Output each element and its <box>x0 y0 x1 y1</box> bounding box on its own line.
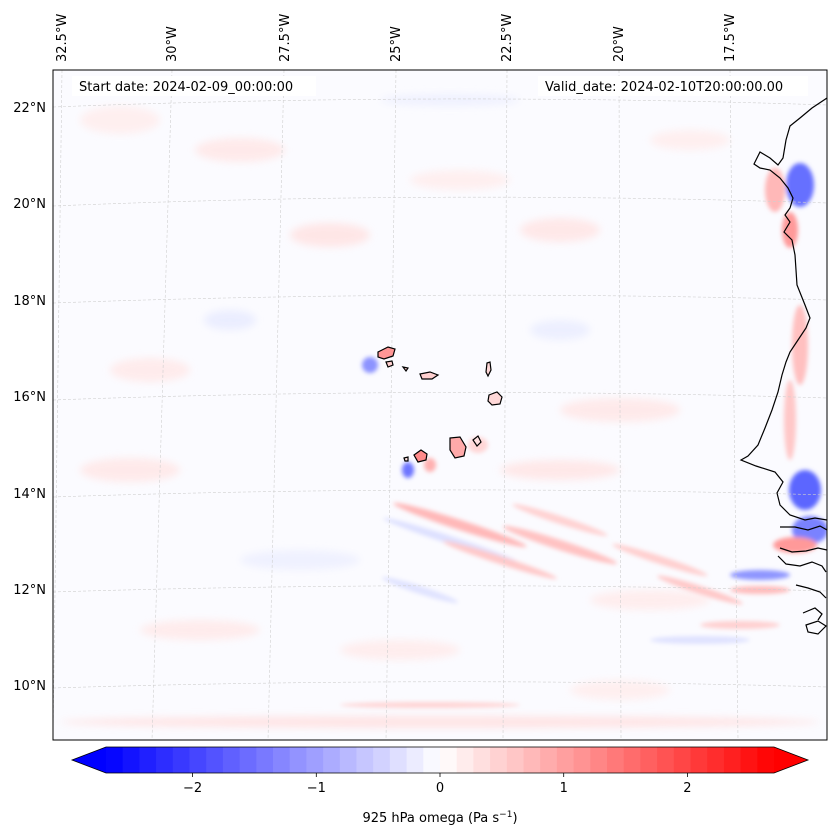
start-date-box <box>72 76 316 96</box>
lat-label: 22°N <box>13 101 46 116</box>
islands <box>377 346 503 463</box>
colorbar-cell <box>306 747 324 773</box>
colorbar-cell <box>456 747 474 773</box>
colorbar-cell <box>690 747 708 773</box>
colorbar-cell <box>523 747 541 773</box>
valid-date-box <box>538 76 808 96</box>
map-panel: Start date: 2024-02-09_00:00:00 Valid_da… <box>52 69 828 741</box>
colorbar-cell <box>707 747 725 773</box>
colorbar-cell <box>540 747 558 773</box>
colorbar-cell <box>757 747 775 773</box>
colorbar-label-close: ) <box>512 811 517 826</box>
lat-label: 12°N <box>13 583 46 598</box>
colorbar-cells <box>72 747 808 773</box>
lat-label: 14°N <box>13 487 46 502</box>
lat-label: 20°N <box>13 197 46 212</box>
colorbar-cell <box>607 747 625 773</box>
colorbar-tick-label: −1 <box>307 781 326 796</box>
colorbar-cell <box>206 747 224 773</box>
lon-label: 27.5°W <box>278 14 293 62</box>
colorbar-cell <box>406 747 424 773</box>
colorbar-tick-label: 1 <box>560 781 568 796</box>
colorbar: −2 −1 0 1 2 925 hPa omega (Pa s−1) <box>70 746 810 826</box>
colorbar-cell <box>339 747 358 773</box>
colorbar-extend-max <box>774 747 808 773</box>
lat-label: 10°N <box>13 679 46 694</box>
colorbar-cell <box>623 747 641 773</box>
colorbar-cell <box>573 747 591 773</box>
colorbar-cell <box>239 747 257 773</box>
colorbar-cell <box>122 747 140 773</box>
lon-label: 20°W <box>612 26 627 62</box>
colorbar-cell <box>490 747 508 773</box>
colorbar-cell <box>657 747 675 773</box>
colorbar-tick-label: −2 <box>183 781 202 796</box>
colorbar-extend-min <box>72 747 106 773</box>
colorbar-cell <box>222 747 241 773</box>
colorbar-cell <box>156 747 174 773</box>
lon-label: 25°W <box>389 26 404 62</box>
valid-date-label: Valid_date: 2024-02-10T20:00:00.00 <box>545 80 783 95</box>
lat-label: 18°N <box>13 294 46 309</box>
colorbar-tick-label: 2 <box>683 781 691 796</box>
colorbar-cell <box>673 747 692 773</box>
colorbar-cell <box>740 747 758 773</box>
colorbar-cell <box>356 747 374 773</box>
colorbar-ticks: −2 −1 0 1 2 <box>183 773 692 796</box>
colorbar-outline <box>70 746 810 774</box>
gridlines <box>53 70 827 740</box>
colorbar-label-exponent: −1 <box>499 810 512 820</box>
start-date-label: Start date: 2024-02-09_00:00:00 <box>79 80 293 95</box>
colorbar-cell <box>139 747 157 773</box>
colorbar-label: 925 hPa omega (Pa s−1) <box>362 810 517 826</box>
colorbar-cell <box>440 747 458 773</box>
lat-label: 16°N <box>13 390 46 405</box>
colorbar-cell <box>273 747 291 773</box>
colorbar-cell <box>473 747 491 773</box>
colorbar-cell <box>723 747 742 773</box>
colorbar-cell <box>590 747 608 773</box>
colorbar-cell <box>556 747 575 773</box>
omega-field: Start date: 2024-02-09_00:00:00 Valid_da… <box>53 70 827 740</box>
colorbar-cell <box>506 747 525 773</box>
map-frame <box>52 69 828 741</box>
lon-label: 17.5°W <box>723 14 738 62</box>
colorbar-cell <box>106 747 124 773</box>
coastlines <box>739 97 827 635</box>
colorbar-cell <box>172 747 191 773</box>
lon-label: 32.5°W <box>55 14 70 62</box>
lon-label: 22.5°W <box>500 14 515 62</box>
colorbar-cell <box>423 747 441 773</box>
colorbar-cell <box>189 747 207 773</box>
colorbar-cell <box>256 747 274 773</box>
lon-label: 30°W <box>165 26 180 62</box>
colorbar-cell <box>640 747 658 773</box>
colorbar-tick-label: 0 <box>436 781 444 796</box>
colorbar-cell <box>323 747 341 773</box>
colorbar-cell <box>289 747 307 773</box>
colorbar-cell <box>389 747 408 773</box>
longitude-labels: 32.5°W 30°W 27.5°W 25°W 22.5°W 20°W 17.5… <box>55 14 738 62</box>
colorbar-cell <box>373 747 391 773</box>
latitude-labels: 22°N 20°N 18°N 16°N 14°N 12°N 10°N <box>13 101 46 694</box>
